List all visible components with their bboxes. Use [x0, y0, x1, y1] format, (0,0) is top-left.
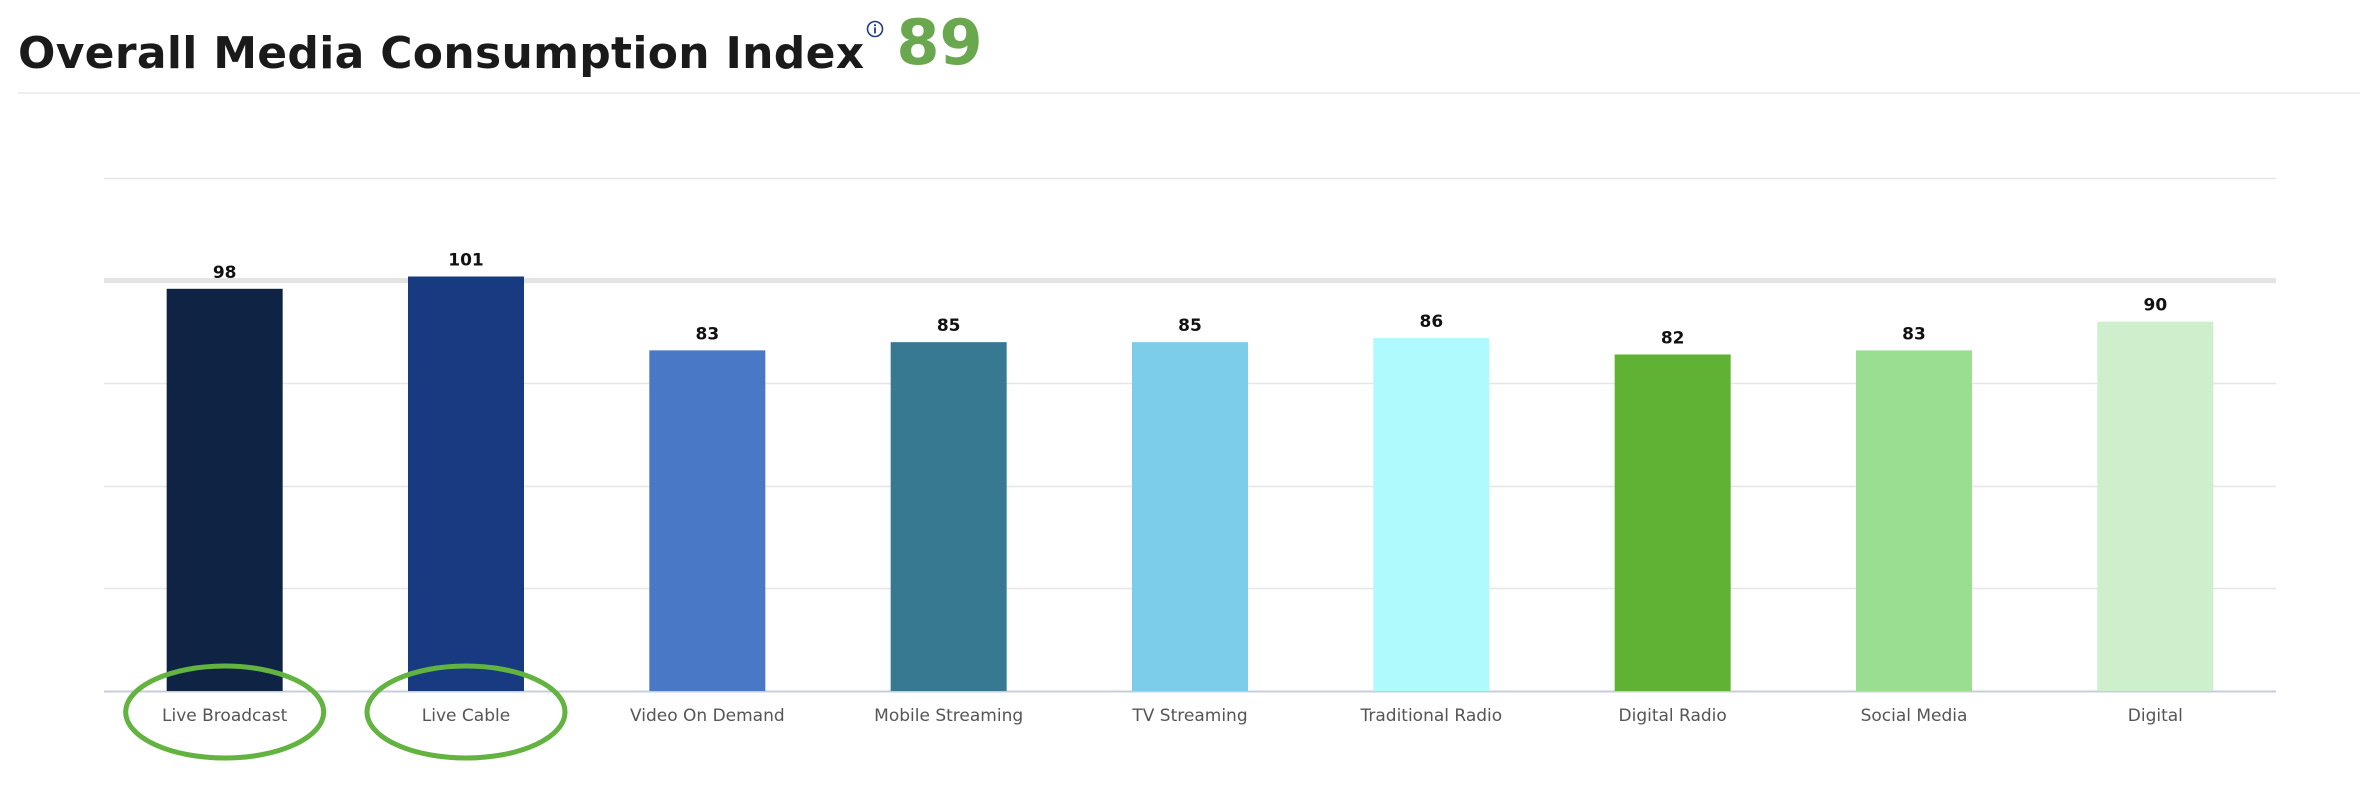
data-label: 83 — [695, 324, 719, 344]
header-divider — [18, 92, 2360, 94]
x-tick-label: Social Media — [1861, 706, 1968, 726]
data-label: 82 — [1661, 328, 1685, 348]
highlight-circle — [123, 663, 327, 761]
data-label: 90 — [2143, 296, 2167, 316]
page-title: Overall Media Consumption Index — [18, 28, 865, 79]
info-icon[interactable] — [866, 20, 884, 38]
x-tick-label: Live Broadcast — [162, 706, 288, 726]
data-label: 83 — [1902, 324, 1926, 344]
x-tick-label: Digital — [2128, 706, 2183, 726]
data-label: 98 — [213, 263, 237, 283]
data-label: 85 — [937, 316, 961, 336]
x-tick-label: Live Cable — [422, 706, 510, 726]
bar[interactable] — [1373, 338, 1490, 691]
data-label: 101 — [448, 250, 484, 270]
bar[interactable] — [649, 350, 766, 691]
x-tick-label: Traditional Radio — [1359, 706, 1502, 726]
bar[interactable] — [1132, 342, 1248, 691]
chart-header: Overall Media Consumption Index 89 — [18, 10, 983, 90]
highlight-circle — [364, 663, 568, 761]
bar[interactable] — [1856, 350, 1972, 691]
x-tick-label: TV Streaming — [1131, 706, 1247, 726]
bar[interactable] — [166, 288, 283, 691]
bar[interactable] — [408, 276, 524, 691]
x-tick-label: Mobile Streaming — [874, 706, 1023, 726]
bar[interactable] — [2097, 321, 2214, 691]
data-label: 86 — [1419, 312, 1443, 332]
x-tick-label: Digital Radio — [1619, 706, 1727, 726]
x-tick-label: Video On Demand — [630, 706, 785, 726]
overall-index-value: 89 — [896, 6, 983, 79]
bar[interactable] — [890, 342, 1007, 691]
bar[interactable] — [1614, 354, 1731, 691]
data-label: 85 — [1178, 316, 1202, 336]
